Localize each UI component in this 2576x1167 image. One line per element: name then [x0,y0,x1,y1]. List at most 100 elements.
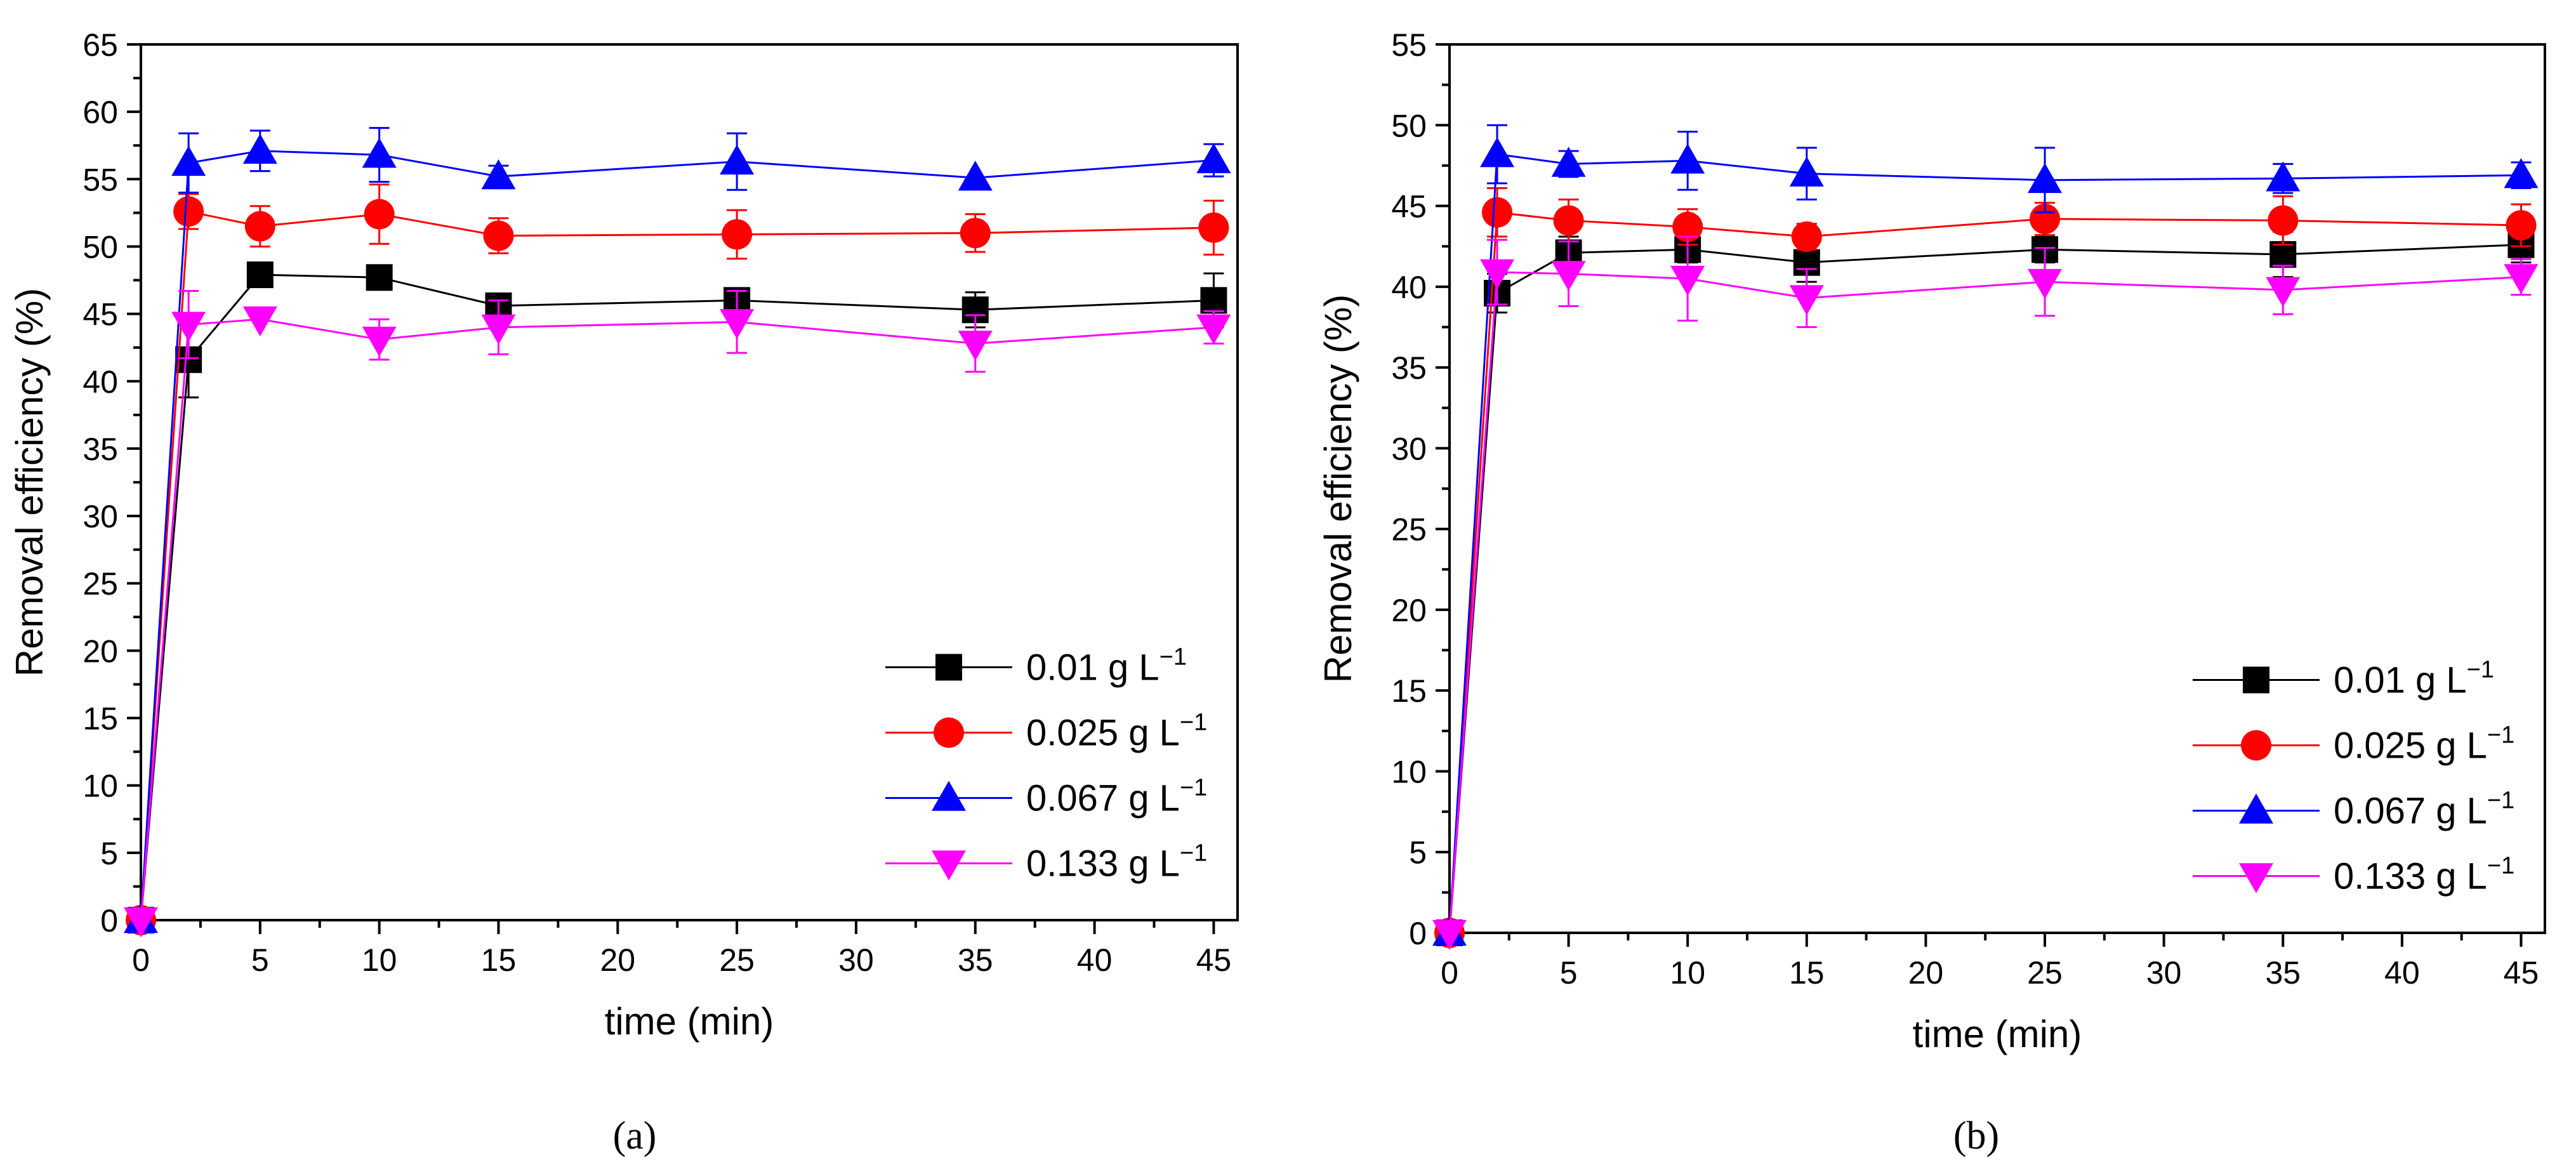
data-point [483,220,514,251]
data-point [1789,285,1824,315]
x-tick-label: 25 [719,942,755,978]
data-point [1670,143,1705,174]
series-1 [1434,187,2537,948]
x-tick-label: 45 [1196,942,1232,978]
y-axis-title: Removal efficiency (%) [1317,294,1359,683]
data-point [1480,137,1515,168]
x-tick-label: 30 [2146,955,2182,991]
legend-label-superscript: −1 [2467,657,2494,683]
data-point [364,199,395,230]
legend-label-text: 0.01 g L [1026,647,1159,689]
data-point [2506,210,2537,241]
panel-label: (a) [613,1114,657,1157]
y-tick-label: 55 [83,162,118,197]
legend: 0.01 g L−10.025 g L−10.067 g L−10.133 g … [2193,657,2514,897]
y-tick-label: 60 [83,95,118,130]
x-tick-label: 20 [1908,955,1944,991]
data-point [2268,205,2299,236]
y-tick-label: 40 [83,364,118,400]
data-point [244,211,275,242]
series-0 [1436,226,2535,946]
data-point [1551,261,1586,291]
data-point [362,138,397,168]
series-2 [1432,124,2539,946]
y-tick-label: 50 [83,229,118,265]
x-tick-label: 35 [2265,955,2301,991]
y-tick-label: 15 [83,701,118,737]
data-point [171,312,206,342]
series-line [140,150,1214,921]
y-tick-label: 45 [83,297,118,333]
legend-label-superscript: −1 [1159,644,1187,671]
legend-label-text: 0.133 g L [2334,856,2487,897]
data-point [481,159,516,190]
legend-label-text: 0.025 g L [1026,713,1180,754]
legend-label: 0.025 g L−1 [2334,722,2514,767]
legend-marker [2239,863,2273,893]
data-point [1791,221,1822,252]
data-point [1789,156,1824,187]
x-tick-label: 45 [2504,955,2539,991]
y-tick-label: 30 [1391,431,1427,466]
x-tick-label: 35 [958,942,993,978]
data-point [1198,212,1229,243]
x-tick-label: 40 [2384,955,2420,991]
y-tick-label: 10 [1391,754,1427,789]
y-tick-label: 25 [1391,512,1427,548]
data-point [481,314,516,345]
data-point [720,144,755,175]
x-axis-title: time (min) [1913,1013,2082,1055]
data-point [722,219,753,250]
legend-label-text: 0.133 g L [1026,843,1180,885]
legend-label: 0.01 g L−1 [2334,657,2494,701]
x-tick-label: 40 [1077,942,1113,978]
series-line [140,274,1214,921]
legend: 0.01 g L−10.025 g L−10.067 g L−10.133 g … [885,644,1207,885]
x-tick-label: 25 [2027,955,2063,991]
legend-label-superscript: −1 [2487,788,2514,814]
legend-label: 0.01 g L−1 [1026,644,1187,689]
y-tick-label: 30 [83,499,118,534]
legend-label-text: 0.067 g L [1026,778,1180,819]
legend-label-superscript: −1 [1180,775,1207,801]
legend-label: 0.133 g L−1 [2334,853,2514,897]
data-point [958,161,993,191]
y-tick-label: 20 [83,633,118,669]
legend-marker [932,781,966,811]
data-point [1672,211,1703,242]
panel-label: (b) [1953,1114,1999,1157]
x-axis-title: time (min) [605,1000,774,1043]
legend-marker [932,850,966,881]
legend-label-text: 0.067 g L [2334,791,2487,832]
data-point [1196,314,1231,345]
chart-panel-b: 0 5 10 15 20 25 30 35 40 45 0 5 10 15 20 25 30 35 40 45 50 55… [1317,27,2546,1157]
series-line [1448,153,2521,933]
legend-label: 0.025 g L−1 [1026,709,1207,754]
y-tick-label: 65 [83,27,118,63]
x-tick-label: 30 [838,942,874,978]
x-tick-label: 5 [1560,955,1578,991]
legend-marker [2239,793,2273,824]
x-tick-label: 15 [1789,955,1825,991]
y-tick-label: 50 [1391,108,1427,143]
y-tick-label: 35 [83,432,118,467]
x-tick-label: 20 [600,942,635,978]
x-tick-label: 10 [1670,955,1705,991]
data-point [171,145,206,176]
data-point [1670,265,1705,296]
y-tick-label: 5 [1409,835,1427,871]
data-point [242,133,277,164]
data-point [246,261,274,289]
data-point [720,309,755,340]
legend-label-superscript: −1 [1180,840,1207,867]
data-point [242,306,277,337]
data-point [2028,162,2063,194]
data-point [2504,158,2539,188]
data-point [2030,203,2061,234]
x-tick-label: 0 [1441,955,1458,991]
legend-marker [935,654,962,681]
x-tick-label: 5 [251,942,269,978]
series-line [1448,271,2521,933]
data-point [1553,205,1584,236]
